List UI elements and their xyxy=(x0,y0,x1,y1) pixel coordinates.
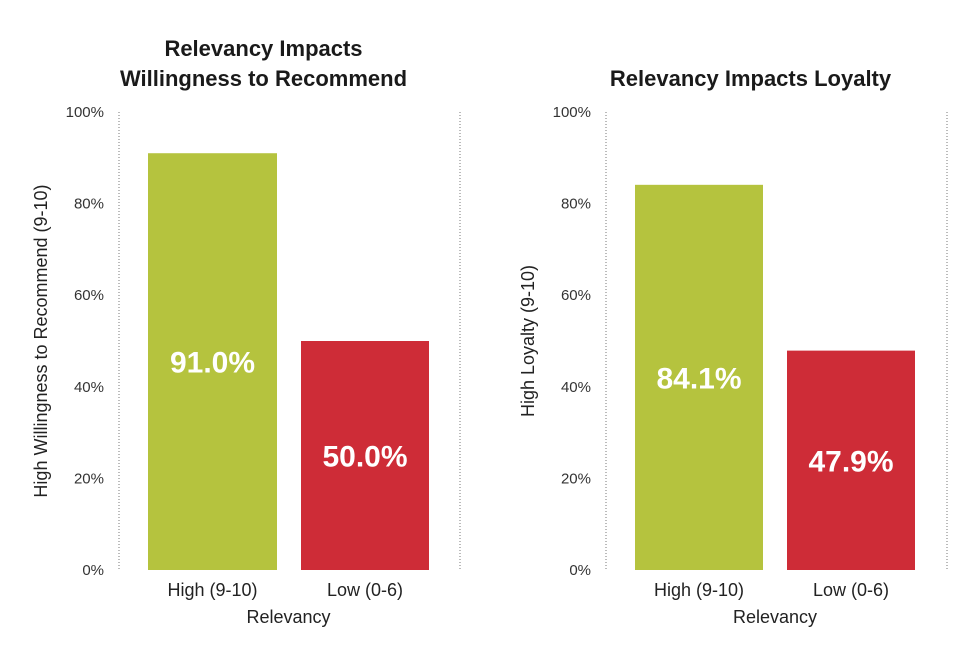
chart-title-line-1: Relevancy Impacts xyxy=(164,36,363,61)
x-axis-title: Relevancy xyxy=(733,607,817,627)
bar-value-label: 84.1% xyxy=(656,362,741,395)
bar-value-label: 91.0% xyxy=(170,347,255,380)
bar-plot: 0% 20% 40% 60% 80% 100% 84.1% High (9-10) 47.9% L… xyxy=(518,104,948,627)
y-axis-title: High Willingness to Recommend (9-10) xyxy=(31,184,51,497)
bar xyxy=(787,350,915,570)
y-tick-label: 60% xyxy=(74,287,104,304)
x-axis-title: Relevancy xyxy=(246,607,330,627)
chart-title-line-1: Relevancy Impacts Loyalty xyxy=(609,66,892,91)
bar xyxy=(635,184,763,570)
chart-title: Relevancy Impacts Willingness to Recomme… xyxy=(40,34,487,94)
y-tick-label: 20% xyxy=(561,470,591,487)
y-tick-label: 20% xyxy=(74,470,104,487)
y-tick-label: 80% xyxy=(561,196,591,213)
y-tick-label: 0% xyxy=(569,562,591,579)
bar xyxy=(301,341,429,570)
y-tick-label: 40% xyxy=(74,379,104,396)
bar-value-label: 50.0% xyxy=(322,441,407,474)
chart-title: Relevancy Impacts Loyalty xyxy=(527,64,974,94)
bar-value-label: 47.9% xyxy=(808,445,893,478)
x-category-label: Low (0-6) xyxy=(327,580,403,600)
x-category-label: Low (0-6) xyxy=(813,580,889,600)
bar xyxy=(148,153,277,570)
y-tick-label: 100% xyxy=(553,104,591,121)
y-tick-label: 0% xyxy=(82,562,104,579)
y-tick-label: 80% xyxy=(74,196,104,213)
chart-title-line-2: Willingness to Recommend xyxy=(119,66,408,91)
y-tick-label: 100% xyxy=(66,104,104,121)
y-tick-label: 60% xyxy=(561,287,591,304)
y-axis-title: High Loyalty (9-10) xyxy=(518,265,538,417)
bar-plot: 0% 20% 40% 60% 80% 100% 91.0% High (9-10) 50.0% L… xyxy=(31,104,461,627)
chart-loyalty: Relevancy Impacts Loyalty 0% 20% 40% 60% 80%… xyxy=(487,0,974,662)
x-category-label: High (9-10) xyxy=(167,580,257,600)
chart-willingness-to-recommend: Relevancy Impacts Willingness to Recomme… xyxy=(31,34,487,627)
x-category-label: High (9-10) xyxy=(654,580,744,600)
y-tick-label: 40% xyxy=(561,379,591,396)
